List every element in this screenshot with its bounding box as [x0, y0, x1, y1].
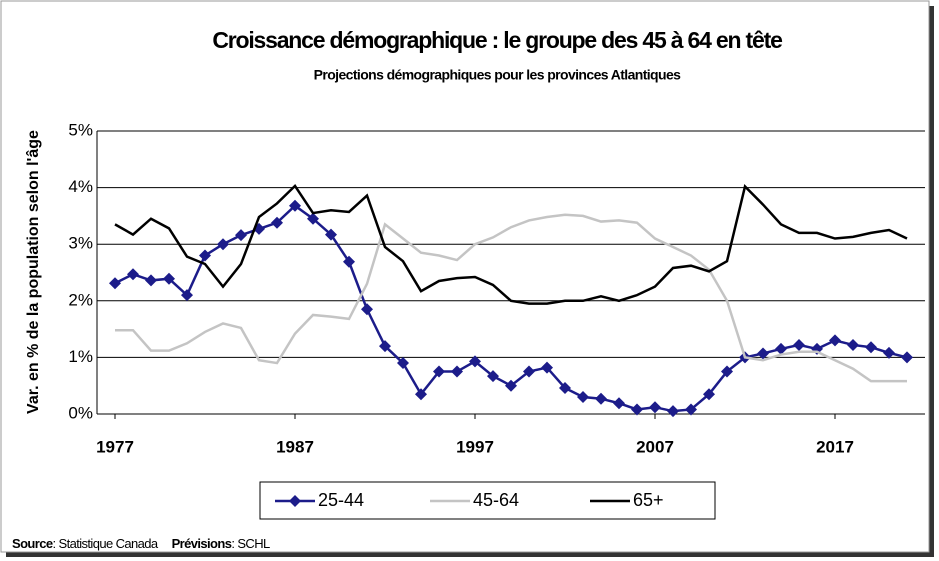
y-tick-label: 2% [68, 290, 93, 309]
data-point [307, 212, 319, 225]
data-point [361, 303, 373, 316]
data-point [703, 388, 715, 401]
data-point [523, 365, 535, 378]
data-point [505, 379, 517, 392]
forecast: : SCHL [231, 536, 270, 551]
chart-subtitle: Projections démographiques pour les prov… [314, 67, 682, 83]
data-point [883, 346, 895, 359]
y-axis-label: Var. en % de la population selon l'âge [25, 130, 42, 414]
x-tick-label: 1997 [456, 437, 494, 456]
data-point [379, 340, 391, 353]
data-point [649, 401, 661, 414]
data-point [847, 338, 859, 351]
series-line [114, 183, 908, 305]
data-point [865, 341, 877, 354]
x-tick-label: 2017 [816, 437, 854, 456]
series-line [115, 213, 907, 383]
y-tick-label: 1% [68, 347, 93, 366]
data-point [433, 365, 445, 378]
data-point [595, 392, 607, 405]
legend-marker [289, 495, 301, 507]
data-point [829, 334, 841, 347]
data-point [631, 403, 643, 416]
data-point [325, 228, 337, 241]
data-point [235, 229, 247, 242]
y-tick-label: 4% [68, 177, 93, 196]
data-point [271, 216, 283, 229]
data-point [721, 365, 733, 378]
x-tick-label: 1987 [276, 437, 314, 456]
forecast-label: Prévisions [172, 536, 232, 551]
data-point [199, 249, 211, 262]
data-point [451, 365, 463, 378]
data-point [469, 355, 481, 368]
data-point [757, 347, 769, 360]
data-point [397, 357, 409, 370]
y-tick-label: 5% [68, 120, 93, 139]
source-note: Source: Statistique Canada Prévisions: SC… [12, 536, 270, 551]
data-point [145, 274, 157, 287]
data-point [217, 238, 229, 251]
data-point [613, 397, 625, 410]
data-point [577, 391, 589, 404]
y-tick-label: 0% [68, 403, 93, 422]
data-point [667, 405, 679, 418]
data-point [343, 255, 355, 268]
data-point [181, 289, 193, 302]
data-point [109, 277, 121, 290]
x-tick-label: 1977 [96, 437, 134, 456]
legend [259, 481, 716, 520]
data-point [541, 361, 553, 374]
data-point [901, 351, 913, 364]
data-point [289, 199, 301, 212]
y-tick-label: 3% [68, 234, 93, 253]
data-point [685, 403, 697, 416]
data-point [793, 338, 805, 351]
x-tick-label: 2007 [636, 437, 674, 456]
legend-label: 65+ [633, 490, 664, 510]
source: : Statistique Canada [52, 536, 158, 551]
data-point [127, 268, 139, 281]
legend-label: 25-44 [318, 490, 364, 510]
chart-title: Croissance démographique : le groupe des… [212, 27, 782, 53]
data-point [775, 342, 787, 355]
source-label: Source [12, 536, 53, 551]
data-point [559, 381, 571, 394]
data-point [487, 370, 499, 383]
data-point [415, 388, 427, 401]
legend-label: 45-64 [473, 490, 519, 510]
data-point [163, 272, 175, 285]
